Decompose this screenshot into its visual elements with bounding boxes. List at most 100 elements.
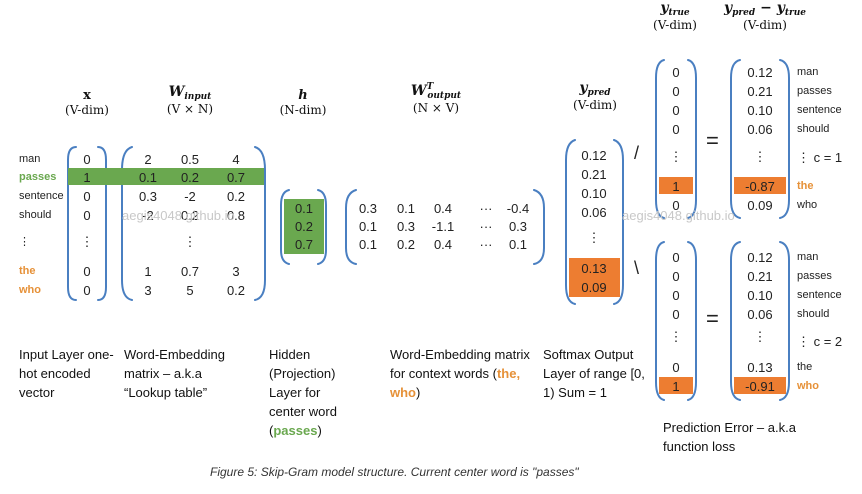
x-cell-1: 1 bbox=[83, 170, 91, 185]
equals-operator-c1: = bbox=[706, 128, 719, 153]
y-true-c1-cell-6: 0 bbox=[672, 198, 680, 213]
y-true-c1-cell-5: 1 bbox=[672, 179, 680, 194]
diff-c1-cell-0: 0.12 bbox=[747, 65, 773, 80]
y-true-c2-cell-4: ⋮ bbox=[669, 329, 683, 344]
w-input-bracket-left bbox=[121, 146, 133, 301]
diff-c2-bracket-right bbox=[779, 241, 790, 401]
y-true-c1-cell-0: 0 bbox=[672, 65, 680, 80]
vocab-word-4: ⋮ bbox=[19, 236, 30, 248]
w-input-cell-3-1: 0.2 bbox=[180, 208, 200, 223]
w-output-bracket-right bbox=[533, 189, 545, 265]
y-pred-cell-0: 0.12 bbox=[581, 148, 607, 163]
y-pred-bracket-right bbox=[613, 139, 624, 305]
w-input-cell-4-1: ⋮ bbox=[183, 234, 197, 249]
y-pred-cell-5: 0.13 bbox=[581, 261, 607, 276]
vocab-word-6: who bbox=[19, 284, 41, 296]
w-input-cell-3-2: 0.8 bbox=[226, 208, 246, 223]
y-pred-cell-6: 0.09 bbox=[581, 280, 607, 295]
w-input-cell-2-0: 0.3 bbox=[138, 189, 158, 204]
c2-word-the: the bbox=[797, 361, 813, 373]
h-header: h (N-dim) bbox=[279, 88, 327, 117]
y-true-c1-highlight bbox=[659, 177, 693, 194]
softmax-description: Softmax Output Layer of range [0, 1) Sum… bbox=[543, 347, 645, 400]
diff-c2-cell-5: 0.13 bbox=[747, 360, 773, 375]
w-input-bracket-right bbox=[254, 146, 266, 301]
c2-word-0: man bbox=[797, 251, 819, 263]
vocab-word-5: the bbox=[19, 265, 36, 277]
y-pred-bracket-left bbox=[565, 139, 576, 305]
x-cell-0: 0 bbox=[83, 152, 91, 167]
vocab-word-0: man bbox=[19, 153, 41, 165]
w-output-cell-0-3: ··· bbox=[479, 201, 493, 216]
c2-word-3: should bbox=[797, 308, 830, 320]
diff-c1-cell-2: 0.10 bbox=[747, 103, 773, 118]
diff-c1-cell-1: 0.21 bbox=[747, 84, 773, 99]
x-cell-6: 0 bbox=[83, 283, 91, 298]
w-input-cell-1-0: 0.1 bbox=[138, 170, 158, 185]
w-input-cell-0-1: 0.5 bbox=[180, 152, 200, 167]
w-input-cell-5-2: 3 bbox=[232, 264, 240, 279]
w-output-cell-1-0: 0.1 bbox=[358, 219, 378, 234]
c1-word-the: the bbox=[797, 180, 814, 192]
y-true-c2-bracket-right bbox=[687, 241, 697, 401]
y-true-c2-cell-0: 0 bbox=[672, 250, 680, 265]
diff-c2-cell-1: 0.21 bbox=[747, 269, 773, 284]
diff-c1-cell-5: -0.87 bbox=[745, 179, 775, 194]
h-cell-1: 0.2 bbox=[294, 219, 314, 234]
slash-operator: / bbox=[634, 143, 640, 163]
y-true-c1-cell-1: 0 bbox=[672, 84, 680, 99]
y-true-c2-cell-5: 0 bbox=[672, 360, 680, 375]
vocab-word-2: sentence bbox=[19, 190, 64, 202]
backslash-operator: \ bbox=[634, 258, 640, 278]
w-input-cell-5-1: 0.7 bbox=[180, 264, 200, 279]
hidden-layer-description: Hidden (Projection) Layer for center wor… bbox=[269, 347, 337, 438]
h-bracket-left bbox=[280, 189, 290, 265]
w-output-cell-0-0: 0.3 bbox=[358, 201, 378, 216]
c2-word-1: passes bbox=[797, 270, 832, 282]
x-bracket-right bbox=[97, 146, 107, 301]
w-output-cell-1-3: ··· bbox=[479, 219, 493, 234]
x-cell-3: 0 bbox=[83, 208, 91, 223]
c1-word-2: sentence bbox=[797, 104, 842, 116]
context-label-c1: ⋮ c = 1 bbox=[797, 150, 843, 165]
w-output-cell-0-1: 0.1 bbox=[396, 201, 416, 216]
x-cell-2: 0 bbox=[83, 189, 91, 204]
w-output-cell-1-1: 0.3 bbox=[396, 219, 416, 234]
y-pred-header: ypred (V-dim) bbox=[573, 80, 617, 112]
y-true-c2-cell-1: 0 bbox=[672, 269, 680, 284]
w-output-cell-2-3: ··· bbox=[479, 237, 493, 252]
vocab-word-3: should bbox=[19, 209, 52, 221]
w-output-cell-1-4: 0.3 bbox=[508, 219, 528, 234]
w-input-cell-2-1: -2 bbox=[184, 189, 196, 204]
y-true-header: ytrue (V-dim) bbox=[653, 0, 697, 32]
y-pred-context-highlight bbox=[569, 258, 620, 297]
w-output-cell-1-2: -1.1 bbox=[431, 219, 455, 234]
w-input-cell-6-1: 5 bbox=[186, 283, 194, 298]
y-true-c1-cell-2: 0 bbox=[672, 103, 680, 118]
diff-c1-bracket-right bbox=[779, 59, 790, 219]
x-cell-5: 0 bbox=[83, 264, 91, 279]
diff-c1-cell-6: 0.09 bbox=[747, 198, 773, 213]
watermark-left: aegis4048.github.io bbox=[122, 208, 235, 223]
diff-c1-highlight bbox=[734, 177, 786, 194]
diff-c2-cell-0: 0.12 bbox=[747, 250, 773, 265]
diff-c1-cell-4: ⋮ bbox=[753, 149, 767, 164]
diff-c2-cell-2: 0.10 bbox=[747, 288, 773, 303]
x-bracket-left bbox=[67, 146, 77, 301]
w-output-cell-2-4: 0.1 bbox=[508, 237, 528, 252]
equals-operator-c2: = bbox=[706, 306, 719, 331]
h-bracket-right bbox=[317, 189, 327, 265]
w-input-cell-1-2: 0.7 bbox=[226, 170, 246, 185]
y-true-c2-cell-3: 0 bbox=[672, 307, 680, 322]
diff-c1-bracket-left bbox=[730, 59, 741, 219]
w-input-header: Winput (V × N) bbox=[166, 84, 214, 116]
figure-caption: Figure 5: Skip-Gram model structure. Cur… bbox=[210, 465, 579, 479]
diff-c1-cell-3: 0.06 bbox=[747, 122, 773, 137]
w-input-cell-0-0: 2 bbox=[144, 152, 152, 167]
x-cell-4: ⋮ bbox=[80, 234, 94, 249]
word-embedding-description: Word-Embedding matrix – a.k.a “Lookup ta… bbox=[124, 347, 225, 400]
w-output-cell-2-2: 0.4 bbox=[433, 237, 453, 252]
context-embedding-description: Word-Embedding matrix for context words … bbox=[390, 347, 530, 400]
y-pred-cell-1: 0.21 bbox=[581, 167, 607, 182]
diff-c2-cell-4: ⋮ bbox=[753, 329, 767, 344]
